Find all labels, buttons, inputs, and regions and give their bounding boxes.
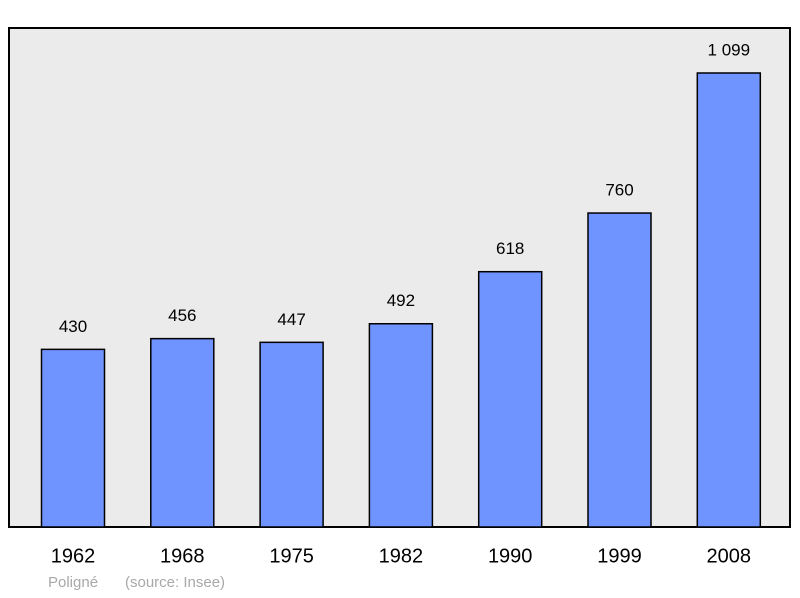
x-tick-label: 1990 (488, 545, 533, 567)
caption: Poligné (48, 574, 98, 591)
value-label: 760 (605, 181, 633, 200)
bar (150, 337, 215, 528)
bar (477, 270, 543, 528)
bar (259, 341, 324, 528)
value-label: 492 (387, 291, 415, 310)
bar (40, 348, 106, 528)
bar (368, 323, 434, 528)
source: (source: Insee) (125, 574, 225, 591)
value-label: 456 (168, 306, 196, 325)
x-tick-label: 1975 (269, 545, 314, 567)
x-tick-label: 1962 (51, 545, 96, 567)
x-tick-label: 1968 (160, 545, 205, 567)
bar (696, 72, 762, 528)
x-tick-label: 1982 (379, 545, 424, 567)
value-label: 447 (277, 310, 305, 329)
value-label: 618 (496, 239, 524, 258)
value-label: 430 (59, 317, 87, 336)
x-tick-label: 1999 (597, 545, 642, 567)
value-label: 1 099 (708, 40, 751, 59)
bar (587, 212, 652, 528)
x-tick-label: 2008 (707, 545, 752, 567)
